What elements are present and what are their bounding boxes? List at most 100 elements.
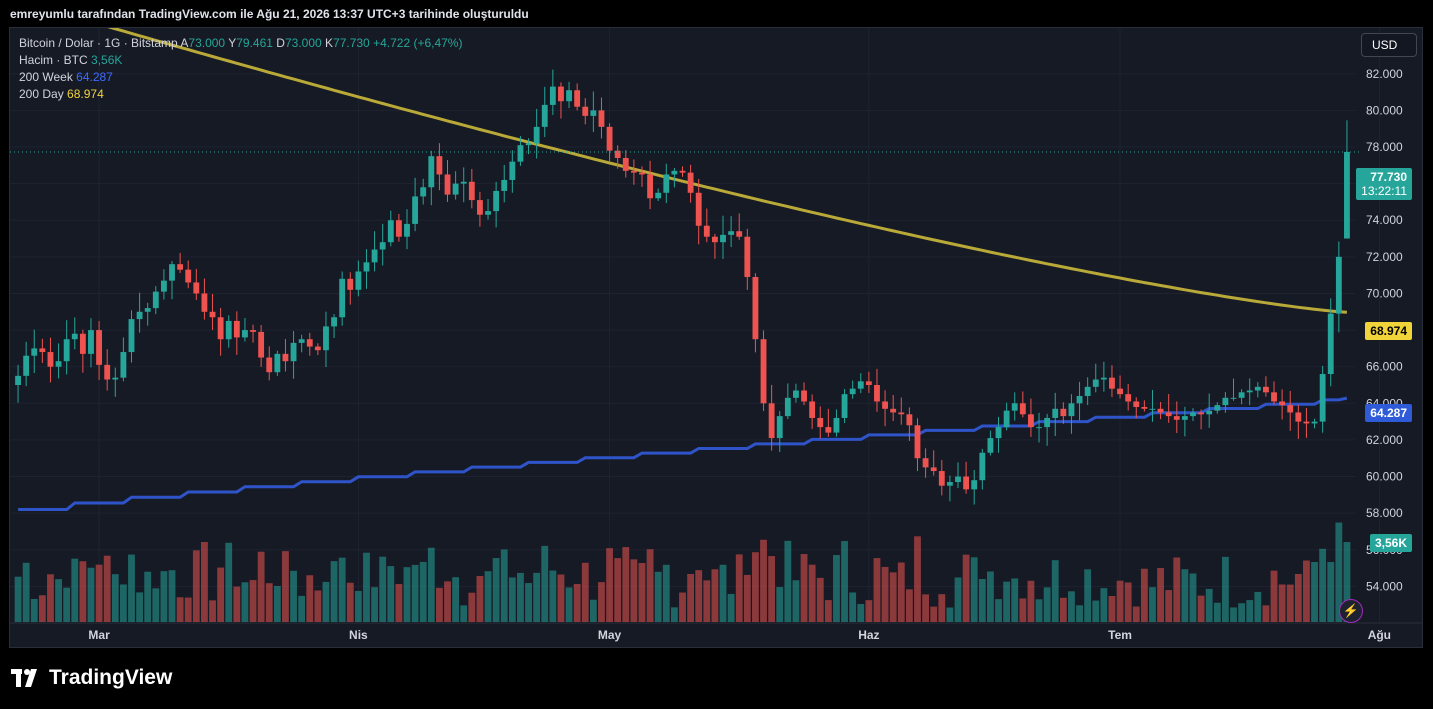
candle-body: [1044, 417, 1051, 428]
volume-bar: [1051, 560, 1059, 622]
tradingview-logo-icon: [11, 669, 37, 687]
candle-body: [242, 330, 248, 338]
volume-bar: [22, 562, 30, 622]
ma-week-tag: 64.287: [1365, 404, 1412, 422]
volume-bar: [1173, 557, 1181, 622]
price-chart[interactable]: 82.00080.00078.00076.00074.00072.00070.0…: [10, 28, 1423, 648]
candle-body: [793, 390, 799, 398]
ma-week-label[interactable]: 200 Week: [19, 70, 73, 84]
y-tick-label: 54.000: [1366, 579, 1403, 593]
volume-bar: [30, 598, 38, 622]
candle-body: [695, 192, 702, 226]
volume-bar: [1165, 590, 1173, 622]
volume-bar: [144, 571, 152, 622]
volume-label[interactable]: Hacim · BTC: [19, 53, 88, 67]
volume-bar: [938, 594, 946, 622]
candle-body: [703, 225, 710, 237]
volume-bar: [201, 541, 208, 622]
symbol-name[interactable]: Bitcoin / Dolar · 1G · Bitstamp: [19, 36, 178, 50]
volume-bar: [460, 605, 468, 622]
volume-bar: [727, 593, 735, 622]
volume-bar: [930, 606, 938, 622]
candle-body: [1311, 421, 1318, 424]
candle-body: [185, 269, 192, 283]
volume-bar: [71, 558, 79, 622]
currency-button[interactable]: USD: [1361, 33, 1417, 57]
volume-bar: [241, 582, 249, 622]
candle-body: [31, 348, 38, 356]
volume-bar: [1278, 584, 1286, 622]
candle-body: [39, 348, 46, 353]
volume-bar: [670, 607, 678, 622]
close-value: 77.730: [333, 36, 370, 50]
volume-bar: [557, 574, 565, 622]
volume-bar: [1213, 602, 1221, 622]
candle-body: [104, 364, 111, 380]
candle-body: [1149, 408, 1156, 410]
volume-bar: [881, 566, 889, 622]
volume-bar: [338, 557, 346, 622]
candle-body: [995, 427, 1002, 439]
high-value: 79.461: [236, 36, 273, 50]
volume-bar: [922, 594, 929, 622]
chart-panel[interactable]: 82.00080.00078.00076.00074.00072.00070.0…: [9, 27, 1423, 648]
volume-bar: [1035, 599, 1043, 622]
volume-bar: [411, 564, 419, 622]
volume-bar: [760, 539, 767, 622]
volume-bar: [816, 577, 824, 622]
candle-body: [1303, 421, 1310, 424]
candle-body: [509, 161, 516, 180]
volume-bar: [1189, 573, 1197, 622]
candle-body: [193, 282, 200, 294]
volume-bar: [1043, 587, 1051, 622]
candle-body: [914, 425, 921, 459]
volume-bar: [987, 571, 994, 622]
volume-bar: [63, 587, 71, 622]
lightning-icon[interactable]: ⚡: [1339, 599, 1363, 623]
volume-bar: [1343, 542, 1351, 622]
volume-bar: [598, 582, 605, 622]
candle-body: [452, 183, 459, 195]
candle-body: [339, 278, 346, 318]
y-tick-label: 72.000: [1366, 250, 1403, 264]
volume-bar: [233, 586, 241, 622]
ma-200-day-line: [107, 28, 1347, 314]
candle-body: [946, 482, 953, 486]
volume-bar: [954, 577, 962, 622]
volume-bar: [209, 600, 216, 622]
volume-bar: [824, 600, 832, 622]
candle-body: [598, 110, 605, 127]
candle-body: [444, 174, 451, 195]
volume-bar: [476, 575, 484, 622]
volume-bar: [184, 597, 192, 622]
candle-body: [379, 242, 386, 250]
volume-bar: [492, 558, 500, 622]
candle-body: [671, 170, 678, 175]
volume-value: 3,56K: [91, 53, 123, 67]
candle-body: [857, 381, 864, 389]
candle-body: [768, 403, 775, 439]
x-tick-label: Haz: [858, 628, 879, 642]
volume-bar: [1311, 562, 1318, 622]
candle-body: [825, 427, 832, 433]
candle-body: [711, 236, 718, 243]
volume-bar: [395, 584, 403, 622]
volume-bar: [314, 590, 322, 622]
volume-bar: [1140, 568, 1148, 622]
volume-bar: [776, 587, 784, 622]
volume-bar: [1068, 591, 1075, 622]
volume-bar: [654, 571, 662, 622]
volume-bar: [1262, 605, 1270, 622]
volume-bar: [889, 572, 897, 622]
volume-bar: [273, 585, 281, 622]
volume-bar: [687, 574, 695, 622]
volume-bar: [703, 580, 711, 622]
candle-body: [217, 317, 224, 340]
candle-body: [436, 156, 443, 175]
candle-body: [1287, 405, 1294, 413]
tradingview-logo[interactable]: TradingView: [11, 666, 172, 690]
ma-day-label[interactable]: 200 Day: [19, 87, 64, 101]
candle-body: [1271, 392, 1277, 402]
volume-bar: [1246, 600, 1254, 622]
candle-body: [1165, 412, 1172, 417]
